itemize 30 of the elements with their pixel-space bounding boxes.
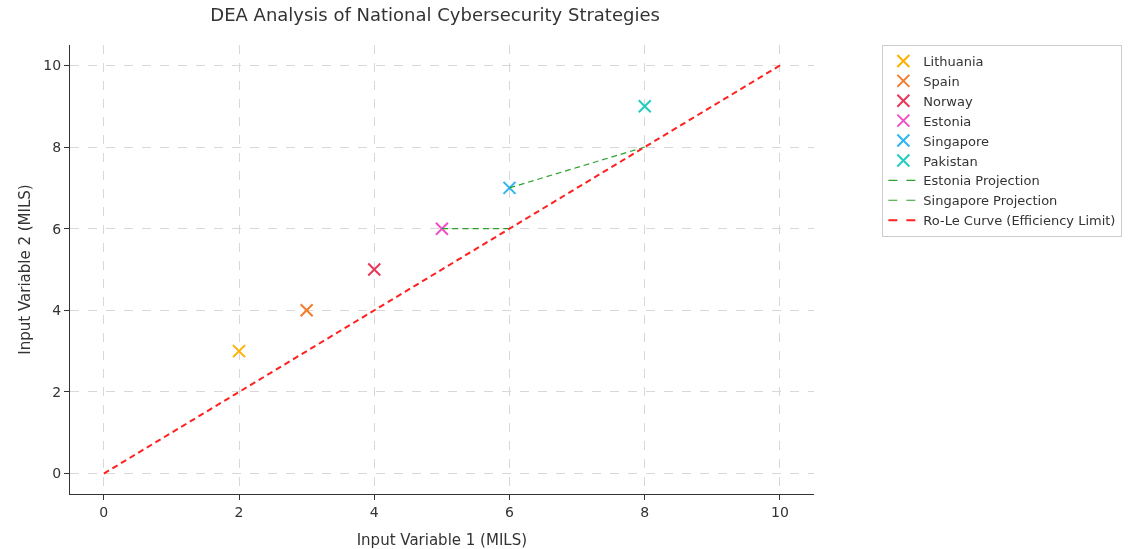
- x-tick-label: 4: [369, 503, 379, 520]
- x-axis-title: Input Variable 1 (MILS): [356, 531, 528, 549]
- point: [367, 262, 382, 277]
- y-tick-label: 6: [52, 220, 62, 237]
- y-tick-label: 2: [52, 383, 62, 400]
- legend-label: Spain: [923, 73, 960, 89]
- y-tick-label: 4: [52, 302, 62, 319]
- x-tick-label: 2: [234, 503, 244, 520]
- legend-label: Singapore Projection: [923, 193, 1058, 209]
- point: [299, 303, 314, 318]
- y-axis-title: Input Variable 2 (MILS): [16, 184, 34, 355]
- point: [502, 180, 517, 195]
- x-tick-label: 6: [505, 503, 515, 520]
- x-tick-label: 0: [99, 503, 109, 520]
- legend-label: Pakistan: [923, 153, 978, 169]
- point: [232, 344, 247, 359]
- legend-label: Ro-Le Curve (Efficiency Limit): [923, 213, 1116, 229]
- point: [637, 99, 652, 114]
- legend-label: Lithuania: [923, 54, 984, 70]
- legend-label: Estonia: [923, 113, 972, 129]
- point: [434, 221, 449, 236]
- legend-label: Norway: [923, 93, 973, 109]
- x-tick-label: 8: [640, 503, 650, 520]
- legend-label: Estonia Projection: [923, 173, 1040, 189]
- x-tick-label: 10: [771, 503, 789, 520]
- chart-title: DEA Analysis of National Cybersecurity Strategies: [210, 3, 660, 25]
- y-tick-label: 8: [52, 138, 62, 155]
- y-tick-label: 0: [52, 465, 62, 482]
- legend-label: Singapore: [923, 133, 989, 149]
- y-tick-label: 10: [43, 57, 62, 74]
